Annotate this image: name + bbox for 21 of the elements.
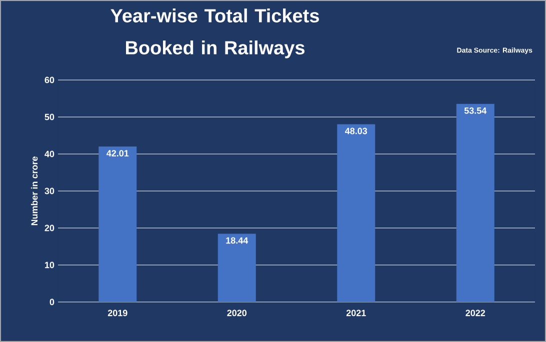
data-label: 42.01: [106, 150, 129, 156]
bar: [98, 146, 137, 302]
bar: [218, 234, 256, 302]
bar: [337, 124, 376, 302]
x-tick-label: 2020: [227, 310, 247, 316]
data-label: 18.44: [226, 237, 248, 244]
x-tick-label: 2019: [108, 310, 128, 316]
y-tick-label: 60: [44, 76, 54, 84]
y-tick-label: 50: [44, 114, 54, 120]
y-tick-label: 40: [44, 150, 54, 158]
y-tick-label: 20: [44, 224, 54, 232]
y-axis-title: Number in crore: [30, 156, 38, 226]
y-tick-label: 30: [44, 188, 54, 194]
data-label: 53.54: [464, 107, 487, 114]
data-label: 48.03: [345, 128, 368, 134]
y-tick-label: 10: [45, 262, 54, 268]
chart-title: Year-wise Total Tickets Booked in Railways: [110, 8, 319, 58]
bar: [456, 104, 494, 302]
x-tick-label: 2022: [466, 310, 486, 316]
y-tick-label: 0: [50, 298, 54, 306]
x-tick-label: 2021: [346, 310, 366, 316]
